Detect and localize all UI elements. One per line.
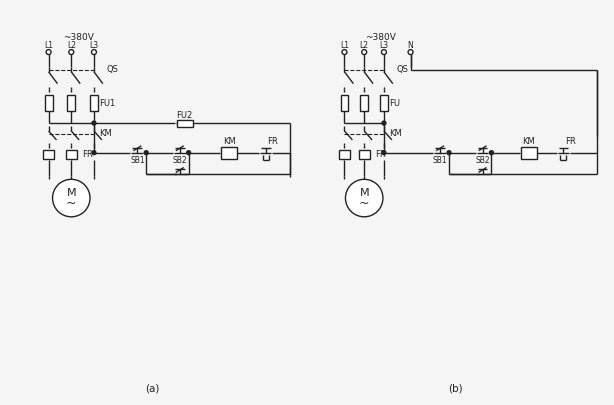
Circle shape <box>187 151 190 155</box>
Circle shape <box>447 151 451 155</box>
Circle shape <box>382 151 386 155</box>
Text: SB2: SB2 <box>475 156 490 165</box>
Text: ~: ~ <box>66 196 77 209</box>
Text: FR: FR <box>565 137 576 146</box>
Text: ~380V: ~380V <box>365 33 397 42</box>
Circle shape <box>342 50 347 55</box>
Text: (a): (a) <box>145 384 160 393</box>
Bar <box>521 147 537 159</box>
Text: SB2: SB2 <box>173 156 187 165</box>
Text: L2: L2 <box>67 40 76 50</box>
Text: M: M <box>66 188 76 198</box>
Bar <box>68 96 76 111</box>
Text: N: N <box>408 40 413 50</box>
Text: L3: L3 <box>90 40 98 50</box>
Text: QS: QS <box>397 65 409 75</box>
Circle shape <box>92 121 96 125</box>
Text: (b): (b) <box>448 384 462 393</box>
Text: SB1: SB1 <box>433 156 448 165</box>
Text: L1: L1 <box>340 40 349 50</box>
Bar <box>66 150 77 159</box>
Text: FR: FR <box>375 150 386 159</box>
Circle shape <box>408 50 413 55</box>
Bar <box>341 96 348 111</box>
Text: L1: L1 <box>44 40 53 50</box>
Text: FR: FR <box>82 150 93 159</box>
Bar <box>43 150 54 159</box>
Text: SB1: SB1 <box>130 156 145 165</box>
Circle shape <box>346 179 383 217</box>
Circle shape <box>144 151 148 155</box>
Bar <box>45 96 53 111</box>
Text: KM: KM <box>523 137 535 146</box>
Text: ~: ~ <box>359 196 370 209</box>
Bar <box>221 147 237 159</box>
Circle shape <box>69 50 74 55</box>
Text: KM: KM <box>223 137 235 146</box>
Circle shape <box>46 50 51 55</box>
Text: L2: L2 <box>360 40 368 50</box>
Text: FU: FU <box>389 99 400 108</box>
Circle shape <box>91 50 96 55</box>
Text: KM: KM <box>99 130 112 139</box>
Bar <box>360 96 368 111</box>
Text: L3: L3 <box>379 40 389 50</box>
Text: QS: QS <box>107 65 119 75</box>
Circle shape <box>489 151 494 155</box>
Text: M: M <box>359 188 369 198</box>
Circle shape <box>382 121 386 125</box>
Circle shape <box>53 179 90 217</box>
Circle shape <box>92 151 96 155</box>
Text: KM: KM <box>389 130 402 139</box>
Text: FR: FR <box>268 137 278 146</box>
Bar <box>177 119 193 126</box>
Text: ~380V: ~380V <box>63 33 93 42</box>
Bar <box>90 96 98 111</box>
Text: FU1: FU1 <box>99 99 115 108</box>
Circle shape <box>362 50 367 55</box>
Bar <box>339 150 350 159</box>
Text: FU2: FU2 <box>177 111 193 120</box>
Bar <box>359 150 370 159</box>
Circle shape <box>381 50 386 55</box>
Bar <box>380 96 388 111</box>
